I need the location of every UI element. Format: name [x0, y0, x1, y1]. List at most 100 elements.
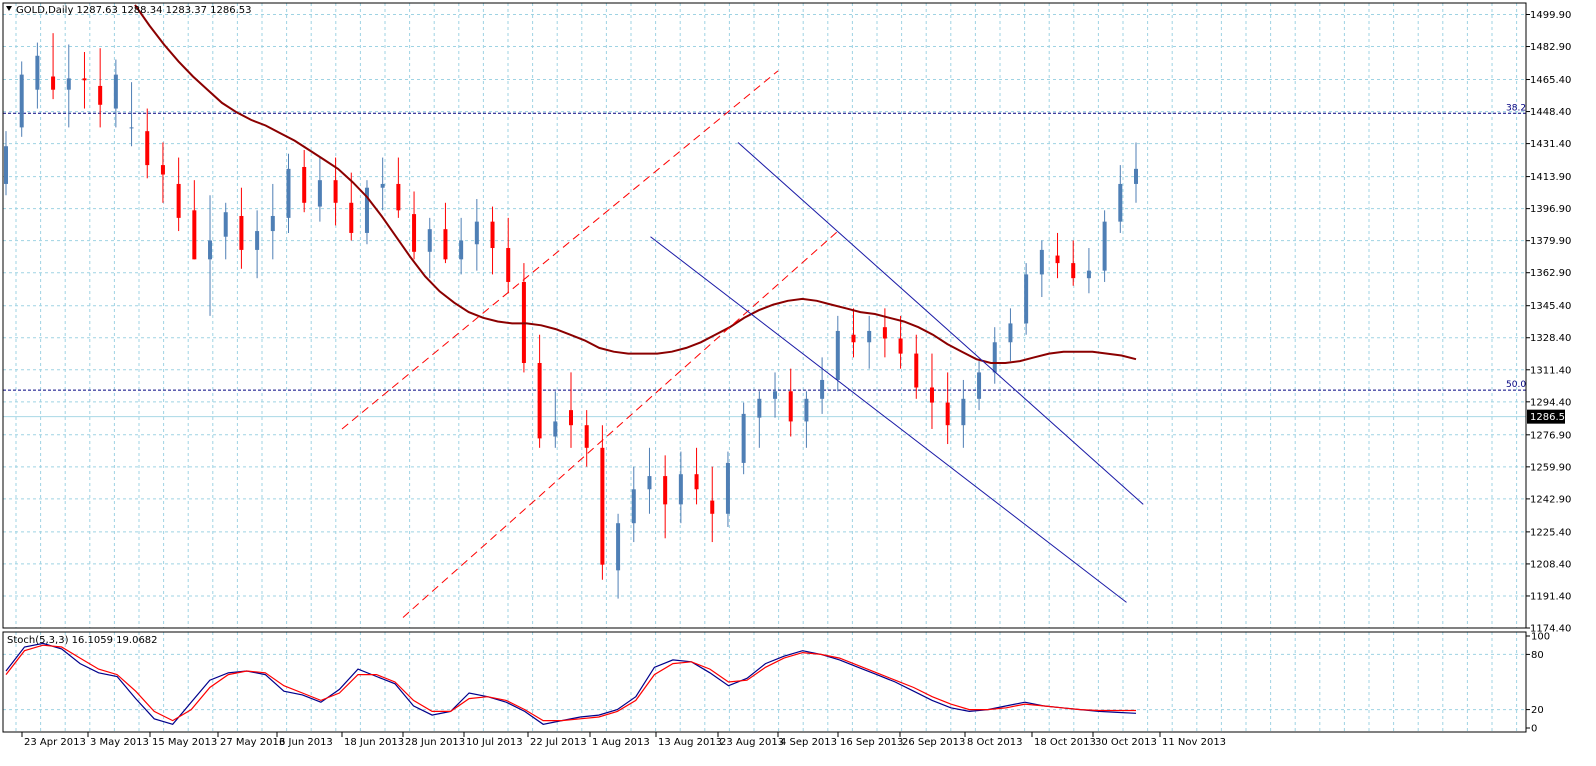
candle [443, 202, 448, 264]
x-tick-label: 30 Oct 2013 [1095, 737, 1157, 748]
x-tick-label: 4 Sep 2013 [780, 737, 837, 748]
candle [145, 108, 150, 179]
y-tick-label: 1191.40 [1530, 591, 1571, 602]
candle [176, 157, 181, 232]
candle [929, 353, 934, 429]
x-tick-label: 1 Aug 2013 [592, 737, 650, 748]
candle [113, 59, 118, 128]
candle [364, 180, 369, 245]
candle [788, 368, 793, 437]
candle [961, 379, 966, 448]
y-tick-label: 1482.90 [1530, 42, 1571, 53]
y-tick-label: 1499.90 [1530, 10, 1571, 21]
channel-line-uptrend-lower[interactable] [402, 230, 839, 618]
candle [851, 308, 856, 358]
candle [333, 157, 338, 226]
candle [1008, 308, 1013, 362]
candle [490, 206, 495, 275]
candle [1055, 232, 1060, 279]
stoch-y-tick-label: 20 [1531, 705, 1544, 716]
candle [4, 131, 8, 196]
y-tick-label: 1328.40 [1530, 333, 1571, 344]
candle [1024, 263, 1029, 335]
x-tick-label: 18 Jun 2013 [344, 737, 404, 748]
candle [160, 142, 165, 203]
channel-line-downtrend-upper[interactable] [737, 142, 1144, 505]
channel-line-downtrend-lower[interactable] [650, 236, 1127, 603]
dropdown-triangle-icon[interactable] [6, 6, 12, 11]
candle [223, 202, 228, 260]
candle [35, 42, 40, 109]
candle [51, 33, 56, 100]
stoch-y-tick-label: 80 [1531, 650, 1544, 661]
candle [725, 451, 730, 527]
y-tick-label: 1208.40 [1530, 559, 1571, 570]
x-tick-label: 6 Jun 2013 [279, 737, 333, 748]
x-tick-label: 15 May 2013 [152, 737, 217, 748]
candle [694, 447, 699, 505]
candle [459, 217, 464, 275]
candle [631, 466, 636, 543]
candle [98, 48, 103, 128]
stoch-pane-border [2, 631, 1527, 733]
candle [804, 391, 809, 448]
stoch-main-line [5, 642, 1137, 725]
candle [1086, 248, 1091, 294]
y-tick-label: 1413.90 [1530, 172, 1571, 183]
x-tick-label: 18 Oct 2013 [1034, 737, 1096, 748]
candle [835, 315, 840, 392]
main-pane-border [2, 2, 1527, 629]
candle [945, 372, 950, 445]
x-tick-label: 23 Aug 2013 [720, 737, 784, 748]
y-tick-label: 1345.40 [1530, 301, 1571, 312]
candle [349, 172, 354, 241]
candle [427, 217, 432, 279]
y-tick-label: 1465.40 [1530, 75, 1571, 86]
candle [412, 191, 417, 260]
candle [537, 334, 542, 448]
candle [506, 217, 511, 294]
y-tick-label: 1242.90 [1530, 494, 1571, 505]
candle [647, 447, 652, 514]
y-tick-label: 1431.40 [1530, 139, 1571, 150]
candle [239, 187, 244, 269]
current-price-label: 1286.53 [1530, 412, 1571, 423]
candle [19, 61, 24, 137]
candle [208, 195, 213, 316]
y-tick-label: 1174.40 [1530, 624, 1571, 635]
candle [396, 157, 401, 218]
candle [584, 410, 589, 467]
moving-average-line [134, 4, 1137, 364]
candle [569, 372, 573, 448]
candle [1134, 142, 1138, 203]
candle [741, 402, 746, 475]
y-tick-label: 1362.90 [1530, 268, 1571, 279]
y-tick-label: 1396.90 [1530, 204, 1571, 215]
candle [914, 334, 919, 399]
candle [474, 199, 479, 271]
candle [898, 315, 903, 369]
y-tick-label: 1311.40 [1530, 365, 1571, 376]
x-tick-label: 22 Jul 2013 [530, 737, 587, 748]
current-price-tag: 1286.53 [1527, 409, 1571, 424]
x-tick-label: 28 Jun 2013 [405, 737, 465, 748]
x-tick-label: 23 Apr 2013 [24, 737, 86, 748]
candle [129, 82, 134, 147]
candle [757, 391, 762, 448]
fib-level-label: 38.2 [1506, 103, 1526, 113]
x-tick-label: 10 Jul 2013 [466, 737, 523, 748]
candle [380, 157, 385, 211]
candle [616, 513, 621, 599]
candle [553, 391, 558, 448]
candle [678, 451, 683, 524]
candle [1071, 240, 1076, 286]
y-tick-label: 1379.90 [1530, 236, 1571, 247]
candle [82, 52, 87, 109]
candle [773, 372, 778, 418]
symbol-header: GOLD,Daily 1287.63 1288.34 1283.37 1286.… [16, 5, 252, 16]
candle [255, 210, 260, 279]
channel-line-uptrend-upper[interactable] [341, 70, 779, 430]
x-tick-label: 16 Sep 2013 [840, 737, 903, 748]
